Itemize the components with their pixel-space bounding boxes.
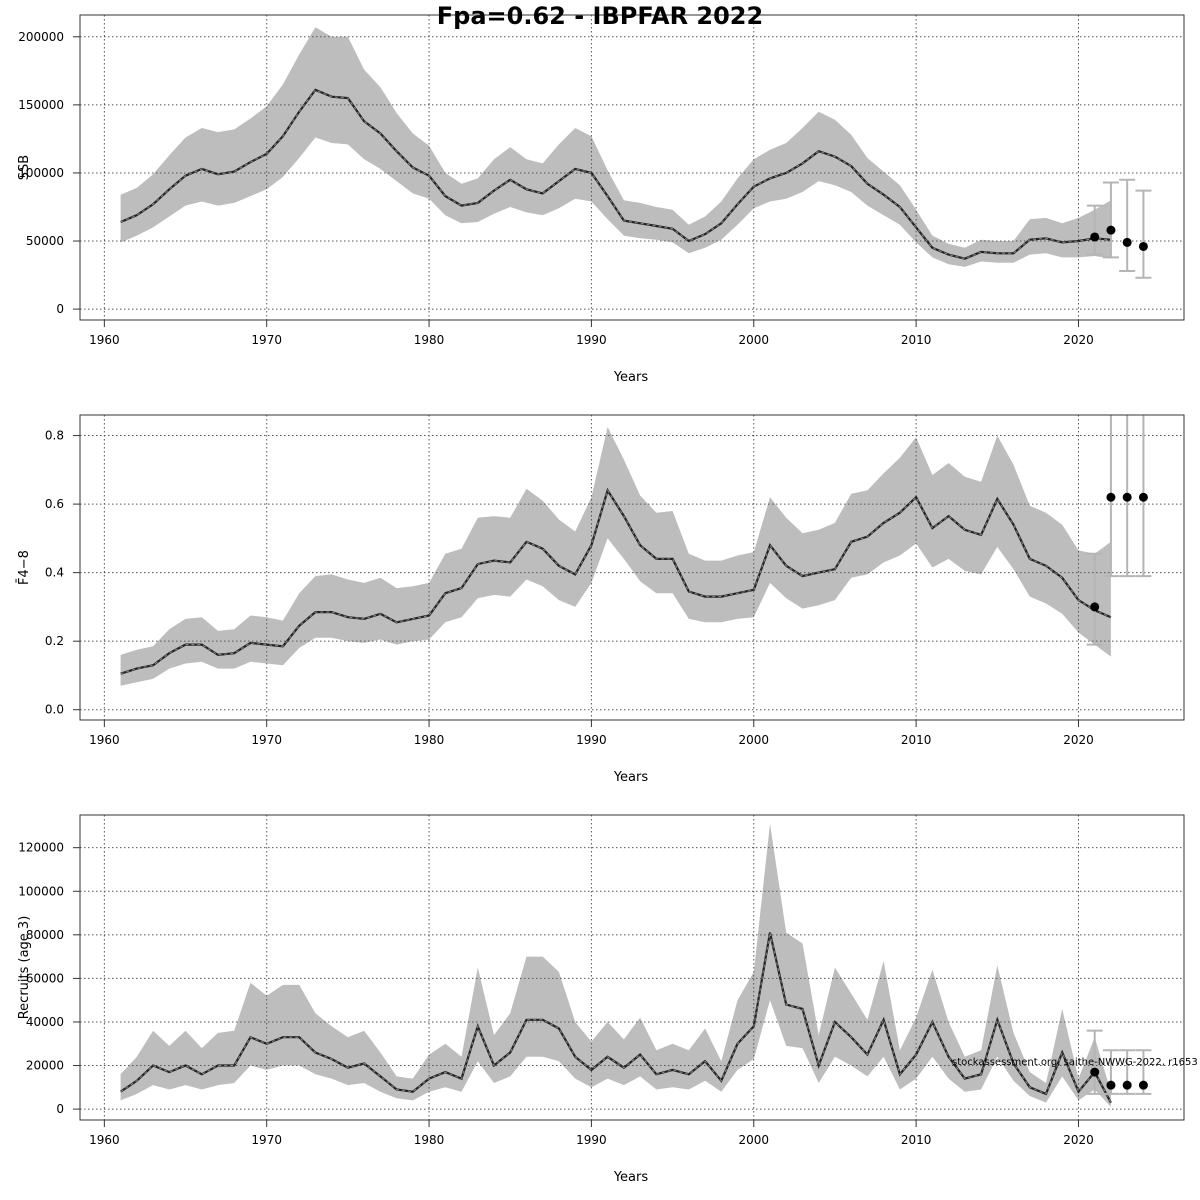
y-tick-label: 100000 — [18, 166, 64, 180]
confidence-band — [120, 27, 1111, 267]
y-axis-label: SSB — [17, 155, 32, 180]
x-tick-label: 1990 — [576, 333, 607, 347]
panels: 1960 1970 1980 1990 2000 2010 2020 0 50000 100000… — [17, 14, 1185, 1185]
y-tick-label: 50000 — [26, 234, 64, 248]
x-tick-label: 2020 — [1063, 333, 1094, 347]
chart-title: Fpa=0.62 - IBPFAR 2022 — [437, 2, 763, 30]
x-tick-label: 1960 — [89, 333, 120, 347]
forecast-point — [1090, 602, 1100, 612]
forecast-point — [1106, 1080, 1116, 1090]
y-axis-label: Recruits (age 3) — [17, 916, 32, 1020]
x-tick-label: 1980 — [414, 1133, 445, 1147]
forecast-point — [1090, 232, 1100, 242]
y-tick-label: 100000 — [18, 884, 64, 898]
y-tick-label: 60000 — [26, 971, 64, 985]
watermark: stockassessment.org, saithe-NWWG-2022, r… — [952, 1057, 1198, 1068]
y-axis-label: F̄4−8 — [17, 550, 32, 585]
y-tick-label: 20000 — [26, 1059, 64, 1073]
forecast-point — [1138, 492, 1148, 502]
x-tick-label: 2020 — [1063, 1133, 1094, 1147]
y-tick-label: 0.8 — [45, 429, 64, 443]
panel-1: 1960 1970 1980 1990 2000 2010 2020 0 50000 100000… — [17, 14, 1185, 385]
y-tick-label: 0.0 — [45, 703, 64, 717]
forecast-point — [1122, 492, 1132, 502]
x-tick-label: 1990 — [576, 733, 607, 747]
confidence-band — [120, 427, 1111, 686]
x-tick-label: 1960 — [89, 1133, 120, 1147]
x-axis-label: Years — [613, 370, 649, 385]
y-tick-label: 200000 — [18, 30, 64, 44]
x-axis-label: Years — [613, 770, 649, 785]
x-tick-label: 2000 — [738, 1133, 769, 1147]
y-tick-label: 0 — [56, 1102, 64, 1116]
estimate-line-dash — [120, 932, 1112, 1103]
estimate-line-dash — [120, 489, 1112, 675]
x-tick-label: 2000 — [738, 733, 769, 747]
x-tick-label: 2010 — [901, 733, 932, 747]
estimate-line-dash — [120, 89, 1111, 260]
forecast-point — [1106, 225, 1116, 235]
x-axis-label: Years — [613, 1170, 649, 1185]
plot-area — [80, 15, 1184, 320]
x-tick-label: 1970 — [251, 733, 282, 747]
y-tick-label: 0.4 — [45, 566, 64, 580]
x-tick-label: 1960 — [89, 733, 120, 747]
plot-frame — [79, 14, 1185, 321]
x-tick-label: 2000 — [738, 333, 769, 347]
forecast-point — [1106, 492, 1116, 502]
x-tick-label: 1980 — [414, 333, 445, 347]
plot-area — [80, 415, 1184, 720]
forecast-point — [1138, 1080, 1148, 1090]
x-tick-label: 1970 — [251, 333, 282, 347]
x-tick-label: 1970 — [251, 1133, 282, 1147]
confidence-band — [120, 823, 1111, 1107]
x-tick-label: 1980 — [414, 733, 445, 747]
plot-frame — [79, 814, 1185, 1121]
y-tick-label: 0 — [56, 302, 64, 316]
forecast-point — [1138, 241, 1148, 251]
x-tick-label: 2020 — [1063, 733, 1094, 747]
y-tick-label: 0.2 — [45, 634, 64, 648]
forecast-point — [1122, 1080, 1132, 1090]
y-tick-label: 150000 — [18, 98, 64, 112]
forecast-point — [1090, 1067, 1100, 1077]
y-tick-label: 80000 — [26, 928, 64, 942]
forecast-point — [1122, 237, 1132, 247]
y-tick-label: 120000 — [18, 841, 64, 855]
y-tick-label: 40000 — [26, 1015, 64, 1029]
x-tick-label: 1990 — [576, 1133, 607, 1147]
x-tick-label: 2010 — [901, 1133, 932, 1147]
plot-area — [80, 815, 1184, 1120]
x-tick-label: 2010 — [901, 333, 932, 347]
plot-frame — [79, 414, 1185, 721]
panel-2: 1960 1970 1980 1990 2000 2010 2020 0.0 0.2 0.4 0.6… — [17, 414, 1185, 785]
panel-3: 1960 1970 1980 1990 2000 2010 2020 0 20000 40000 6… — [17, 814, 1185, 1185]
y-tick-label: 0.6 — [45, 497, 64, 511]
